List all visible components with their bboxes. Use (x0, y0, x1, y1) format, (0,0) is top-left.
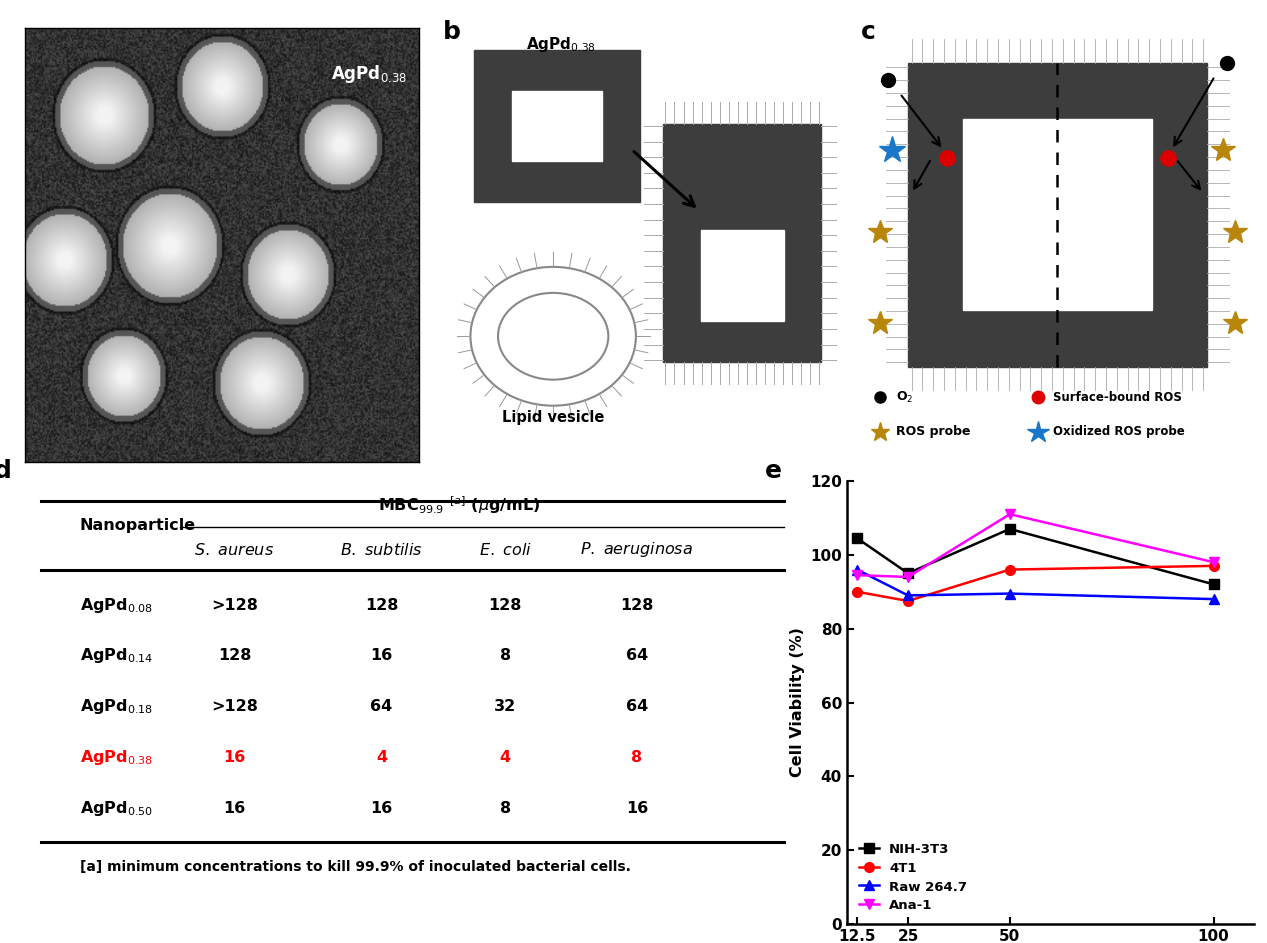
FancyBboxPatch shape (701, 230, 783, 321)
Text: 16: 16 (223, 802, 246, 817)
FancyBboxPatch shape (907, 63, 1207, 367)
Text: 16: 16 (370, 649, 393, 664)
Text: 8: 8 (499, 802, 511, 817)
Text: 8: 8 (499, 649, 511, 664)
Line: Raw 264.7: Raw 264.7 (853, 565, 1219, 604)
Legend: NIH-3T3, 4T1, Raw 264.7, Ana-1: NIH-3T3, 4T1, Raw 264.7, Ana-1 (854, 837, 972, 918)
NIH-3T3 (1206, 579, 1221, 590)
Ana-1 (849, 570, 864, 581)
4T1 (1206, 560, 1221, 571)
NIH-3T3 (901, 568, 916, 579)
Ana-1 (901, 571, 916, 583)
Raw 264.7 (1206, 593, 1221, 604)
Text: 4: 4 (499, 751, 511, 766)
4T1 (901, 595, 916, 606)
Text: 16: 16 (626, 802, 649, 817)
Text: 128: 128 (621, 598, 654, 613)
4T1 (849, 586, 864, 598)
Raw 264.7 (901, 589, 916, 601)
Line: NIH-3T3: NIH-3T3 (853, 524, 1219, 589)
4T1 (1002, 564, 1017, 575)
Y-axis label: Cell Viability (%): Cell Viability (%) (789, 628, 805, 777)
FancyBboxPatch shape (664, 124, 821, 362)
FancyBboxPatch shape (512, 91, 602, 160)
Text: 32: 32 (494, 700, 517, 715)
Text: Oxidized ROS probe: Oxidized ROS probe (1053, 425, 1185, 438)
Text: $\mathit{S.\ aureus}$: $\mathit{S.\ aureus}$ (194, 541, 275, 557)
Text: $\mathit{E.\ coli}$: $\mathit{E.\ coli}$ (479, 541, 532, 557)
Text: c: c (860, 20, 875, 43)
Raw 264.7 (1002, 587, 1017, 599)
Ana-1 (1206, 556, 1221, 568)
Text: b: b (443, 20, 461, 43)
Text: AgPd$_{0.14}$: AgPd$_{0.14}$ (80, 647, 153, 666)
Text: 128: 128 (218, 649, 251, 664)
Text: 128: 128 (365, 598, 398, 613)
Text: 64: 64 (626, 649, 649, 664)
Text: AgPd$_{0.08}$: AgPd$_{0.08}$ (80, 596, 153, 615)
Text: AgPd$_{0.50}$: AgPd$_{0.50}$ (80, 800, 153, 819)
FancyBboxPatch shape (474, 50, 640, 202)
Text: $\mathit{B.\ subtilis}$: $\mathit{B.\ subtilis}$ (340, 541, 423, 557)
Text: 128: 128 (489, 598, 522, 613)
Text: d: d (0, 458, 13, 483)
Text: 64: 64 (370, 700, 393, 715)
Text: 16: 16 (223, 751, 246, 766)
Text: 16: 16 (370, 802, 393, 817)
Text: [a] minimum concentrations to kill 99.9% of inoculated bacterial cells.: [a] minimum concentrations to kill 99.9%… (80, 860, 631, 874)
Ana-1 (1002, 508, 1017, 520)
NIH-3T3 (849, 533, 864, 544)
Line: Ana-1: Ana-1 (853, 509, 1219, 582)
FancyBboxPatch shape (963, 120, 1152, 310)
Text: Lipid vesicle: Lipid vesicle (502, 410, 604, 425)
NIH-3T3 (1002, 523, 1017, 535)
Text: AgPd$_{0.38}$: AgPd$_{0.38}$ (332, 63, 408, 85)
Text: AgPd$_{0.18}$: AgPd$_{0.18}$ (80, 698, 153, 717)
Text: 64: 64 (626, 700, 649, 715)
Text: e: e (765, 458, 782, 483)
Line: 4T1: 4T1 (853, 561, 1219, 605)
Text: >128: >128 (210, 598, 257, 613)
Text: >128: >128 (210, 700, 257, 715)
Text: O$_2$: O$_2$ (896, 389, 914, 405)
Text: $\mathit{P.\ aeruginosa}$: $\mathit{P.\ aeruginosa}$ (580, 540, 693, 559)
Text: MBC$_{99.9}$ $^{[a]}$ ($\mu$g/mL): MBC$_{99.9}$ $^{[a]}$ ($\mu$g/mL) (378, 494, 540, 516)
Text: Surface-bound ROS: Surface-bound ROS (1053, 390, 1182, 404)
Text: AgPd$_{0.38}$: AgPd$_{0.38}$ (80, 749, 153, 768)
Text: 4: 4 (376, 751, 386, 766)
Text: Nanoparticle: Nanoparticle (80, 518, 195, 533)
Text: AgPd$_{0.38}$: AgPd$_{0.38}$ (526, 35, 595, 54)
Raw 264.7 (849, 564, 864, 575)
Text: ROS probe: ROS probe (896, 425, 971, 438)
Text: 8: 8 (631, 751, 642, 766)
